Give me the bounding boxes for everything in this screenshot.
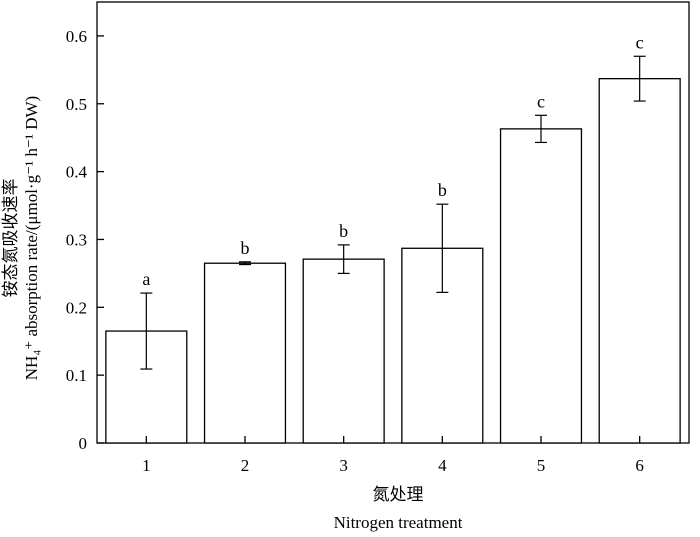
x-axis-label-en: Nitrogen treatment xyxy=(334,513,463,532)
y-tick-label: 0.2 xyxy=(66,298,87,317)
bar xyxy=(302,258,385,444)
significance-letter: a xyxy=(142,269,150,289)
plot-area: 0 0.1 0.2 0.3 0.4 0.5 0.6 a 1 b 2 b 3 b 4 c 5 c 6 xyxy=(66,1,690,475)
x-tick-label: 4 xyxy=(438,456,447,475)
bar xyxy=(203,262,287,444)
significance-letter: b xyxy=(438,180,447,200)
significance-letter: c xyxy=(636,32,644,52)
y-axis-label-en: NH₄⁺ absorption rate/(μmol·g⁻¹ h⁻¹ DW) xyxy=(22,96,41,380)
y-tick-label: 0.3 xyxy=(66,230,87,249)
x-tick-label: 1 xyxy=(142,456,151,475)
y-tick-label: 0.1 xyxy=(66,366,87,385)
x-tick-label: 3 xyxy=(339,456,348,475)
x-tick-label: 6 xyxy=(635,456,644,475)
y-tick-label: 0.6 xyxy=(66,27,87,46)
x-axis-label-cn: 氮处理 xyxy=(373,485,424,505)
significance-letter: b xyxy=(241,238,250,258)
bar xyxy=(598,78,681,444)
x-tick-label: 5 xyxy=(537,456,546,475)
bar xyxy=(499,128,583,444)
significance-letter: c xyxy=(537,91,545,111)
y-tick-label: 0.5 xyxy=(66,95,87,114)
plot-frame xyxy=(96,1,690,444)
y-tick-label: 0 xyxy=(79,434,88,453)
x-tick-label: 2 xyxy=(241,456,250,475)
y-axis-label-cn: 铵态氮吸收速率 xyxy=(1,179,21,298)
significance-letter: b xyxy=(339,221,348,241)
y-tick-label: 0.4 xyxy=(66,163,88,182)
